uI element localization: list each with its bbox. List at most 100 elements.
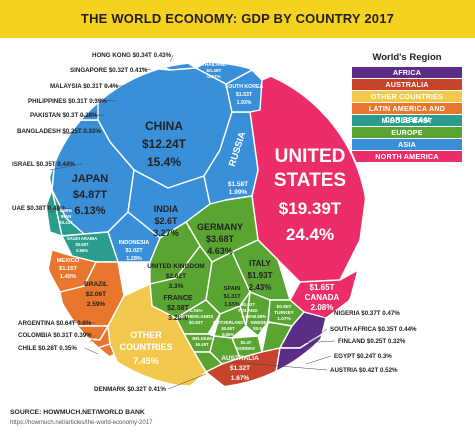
- label-switzerland-gdp: $0.68T: [221, 326, 234, 331]
- label-india-gdp: $2.6T: [154, 216, 178, 226]
- cell-uae: [45, 189, 63, 237]
- label-netherlands-share: 1.04%: [189, 308, 202, 313]
- callout-uae-name: UAE: [12, 205, 27, 212]
- label-germany-share: 4.63%: [207, 246, 233, 256]
- label-iran-gdp: $0.44T: [59, 220, 73, 225]
- label-other-countries-share: 7.45%: [133, 356, 159, 366]
- label-united-states-name: UNITED: [275, 146, 346, 167]
- leader-chile: [84, 347, 99, 355]
- legend-item-australia: AUSTRALIA: [352, 79, 462, 90]
- callout-nigeria-name: NIGERIA: [334, 310, 361, 317]
- callout-singapore-gdp: $0.32T: [109, 67, 130, 74]
- callout-uae-gdp: $0.38T: [27, 205, 48, 212]
- label-canada-name: CANADA: [305, 293, 340, 302]
- callout-colombia-name: COLOMBIA: [18, 332, 53, 339]
- label-france-gdp: $2.58T: [167, 305, 190, 312]
- label-spain-name: SPAIN: [224, 286, 240, 292]
- callout-egypt-gdp: $0.24T: [357, 353, 378, 360]
- label-japan-share: 6.13%: [74, 205, 105, 217]
- label-china-gdp: $12.24T: [142, 137, 187, 151]
- callout-singapore: SINGAPORE $0.32T 0.41%: [70, 67, 148, 74]
- legend-items: AFRICA AUSTRALIA OTHER COUNTRIES LATIN AMER…: [352, 67, 462, 162]
- label-germany-name: GERMANY: [197, 222, 243, 232]
- label-russia-gdp: $1.58T: [228, 181, 248, 188]
- leader-hong-kong: [169, 54, 174, 63]
- label-switzerland-share: 0.85%: [222, 332, 234, 337]
- label-china-share: 15.4%: [147, 155, 181, 169]
- callout-singapore-share: 0.41%: [130, 67, 148, 74]
- label-poland-name: POLAND: [238, 308, 258, 313]
- label-other-countries-name: OTHER: [130, 330, 162, 340]
- leader-philippines: [91, 99, 117, 102]
- callout-finland-share: 0.32%: [388, 338, 406, 345]
- label-switzerland-name: SWITZERLAND: [213, 320, 243, 325]
- source-url: https://howmuch.net/articles/the-world-e…: [10, 420, 153, 426]
- leader-austria: [231, 361, 328, 371]
- callout-malaysia-share: 0.4%: [104, 83, 119, 90]
- label-united-states-gdp: $19.39T: [279, 199, 342, 218]
- callout-uae-share: 0.48%: [48, 205, 66, 212]
- label-france-share: 3.25%: [168, 315, 189, 322]
- label-turkey-gdp: $0.85T: [277, 304, 292, 310]
- legend-item-asia: ASIA: [352, 139, 462, 150]
- leader-finland: [281, 340, 336, 345]
- callout-bangladesh-name: BANGLADESH: [17, 128, 62, 135]
- callout-bangladesh-gdp: $0.25T: [62, 128, 83, 135]
- label-china-name: CHINA: [145, 119, 183, 133]
- callout-austria-name: AUSTRIA: [330, 367, 359, 374]
- label-indonesia-name: INDONESIA: [119, 240, 150, 246]
- leader-pakistan: [79, 114, 105, 117]
- callout-philippines: PHILIPPINES $0.31T 0.39%: [28, 98, 107, 105]
- callout-malaysia-gdp: $0.31T: [83, 83, 104, 90]
- label-russia-share: 1.99%: [229, 189, 248, 196]
- label-italy-name: ITALY: [249, 259, 271, 268]
- callout-south-africa: SOUTH AFRICA $0.35T 0.44%: [330, 326, 417, 333]
- label-saudi-arabia-gdp: $0.68T: [75, 242, 88, 247]
- label-turkey-name: TURKEY: [274, 310, 295, 316]
- callout-israel: ISRAEL $0.35T 0.44%: [12, 161, 75, 168]
- callout-colombia-share: 0.39%: [74, 332, 92, 339]
- label-australia-gdp: $1.32T: [230, 365, 250, 372]
- callout-chile-gdp: $0.28T: [38, 345, 59, 352]
- callout-bangladesh: BANGLADESH $0.25T 0.31%: [17, 128, 101, 135]
- callout-singapore-name: SINGAPORE: [70, 67, 109, 74]
- label-iran-share: 0.55%: [60, 208, 73, 213]
- label-mexico-share: 1.45%: [60, 274, 76, 280]
- label-italy-gdp: $1.93T: [248, 271, 273, 280]
- chart-title: THE WORLD ECONOMY: GDP BY COUNTRY 2017: [80, 11, 395, 26]
- callout-philippines-name: PHILIPPINES: [28, 98, 68, 105]
- label-indonesia-gdp: $1.02T: [125, 248, 143, 254]
- label-indonesia-share: 1.28%: [126, 256, 142, 262]
- leader-argentina: [69, 321, 96, 324]
- label-spain-gdp: $1.31T: [223, 294, 241, 300]
- label-poland-gdp: $0.52T: [241, 302, 255, 307]
- label-italy-share: 2.43%: [249, 283, 272, 292]
- label-brazil-name: BRAZIL: [84, 281, 108, 288]
- callout-argentina-gdp: $0.64T: [56, 320, 77, 327]
- cell-switzerland: [213, 305, 247, 339]
- callout-chile-share: 0.35%: [59, 345, 77, 352]
- leader-lines: HONG KONG $0.34T 0.43% SINGAPORE $0.32T 0…: [12, 52, 417, 393]
- label-mexico-name: MEXICO: [57, 258, 80, 264]
- label-germany-gdp: $3.68T: [206, 234, 235, 244]
- callout-egypt-share: 0.3%: [378, 353, 393, 360]
- label-india-name: INDIA: [154, 204, 179, 214]
- callout-nigeria-share: 0.47%: [382, 310, 400, 317]
- callout-denmark: DENMARK $0.32T 0.41%: [94, 386, 166, 393]
- callout-pakistan-gdp: $0.3T: [62, 112, 80, 119]
- callout-uae: UAE $0.38T 0.48%: [12, 205, 66, 212]
- leader-israel: [49, 163, 83, 171]
- callout-argentina: ARGENTINA $0.64T 0.8%: [18, 320, 92, 327]
- leader-bangladesh: [61, 130, 102, 135]
- legend: World's Region AFRICA AUSTRALIA OTHER COUN…: [352, 52, 462, 163]
- label-united-kingdom-gdp: $2.62T: [166, 273, 186, 280]
- callout-austria-gdp: $0.42T: [359, 367, 380, 374]
- label-netherlands-gdp: $0.83T: [189, 320, 203, 325]
- callout-denmark-name: DENMARK: [94, 386, 127, 393]
- label-south-korea-name: SOUTH KOREA: [225, 84, 264, 90]
- cell-poland: [239, 291, 251, 327]
- label-brazil-share: 2.59%: [87, 301, 106, 308]
- label-united-kingdom-share: 3.3%: [169, 283, 184, 290]
- label-thailand-name: THAILAND: [202, 62, 227, 68]
